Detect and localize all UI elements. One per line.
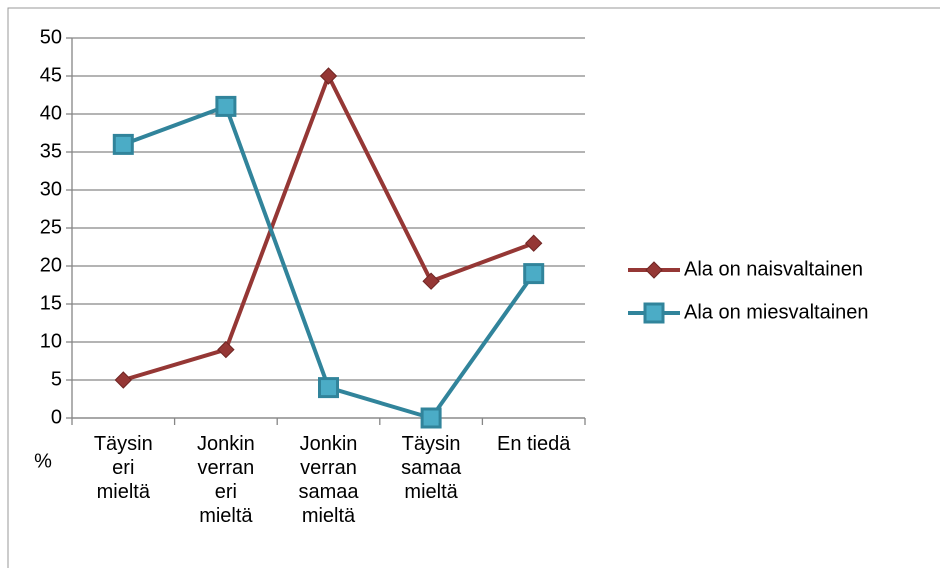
series-line	[122, 104, 536, 420]
data-point	[215, 95, 237, 117]
y-tick-label: 35	[40, 140, 62, 162]
y-tick-label: 25	[40, 216, 62, 238]
data-point	[319, 67, 338, 85]
data-point	[318, 377, 339, 399]
data-point	[524, 234, 543, 252]
data-point	[217, 340, 235, 359]
legend-marker	[643, 302, 665, 324]
legend-label: Ala on miesvaltainen	[684, 301, 869, 323]
x-tick-label: Täysin eri mieltä	[93, 433, 153, 503]
y-tick-label: 15	[40, 292, 62, 314]
x-tick-label: En tiedä	[496, 433, 571, 455]
x-tick-label: Jonkin verran samaa mieltä	[298, 433, 359, 527]
x-tick-label: Jonkin verran eri mieltä	[196, 433, 255, 527]
y-tick-label: 45	[40, 64, 62, 86]
data-point	[523, 263, 545, 285]
data-point	[112, 133, 134, 155]
chart-border	[7, 7, 940, 568]
legend-label: Ala on naisvaltainen	[684, 258, 863, 280]
y-tick-label: 40	[40, 102, 62, 124]
y-tick-label: 50	[40, 26, 62, 48]
y-axis-label: %	[34, 450, 52, 472]
data-point	[422, 272, 440, 290]
y-tick-label: 5	[51, 368, 62, 390]
y-tick-label: 0	[51, 406, 62, 428]
x-tick-label: Täysin samaa mieltä	[401, 433, 462, 503]
y-tick-label: 20	[40, 254, 62, 276]
data-point	[420, 407, 442, 429]
y-tick-label: 30	[40, 178, 62, 200]
y-tick-label: 10	[40, 330, 62, 352]
data-point	[114, 371, 133, 389]
legend-marker	[645, 261, 663, 279]
